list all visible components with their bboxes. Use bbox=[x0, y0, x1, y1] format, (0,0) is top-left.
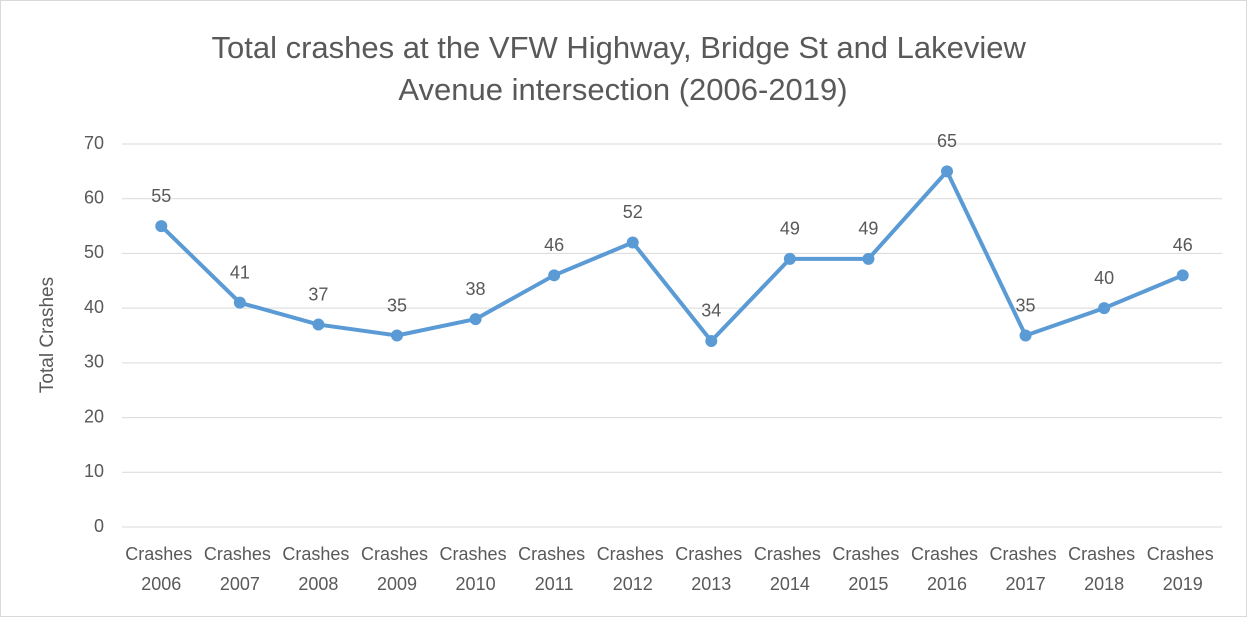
x-tick-label: Crashes 2015 bbox=[832, 544, 904, 594]
data-label: 46 bbox=[1173, 235, 1193, 255]
y-tick-label: 40 bbox=[84, 297, 104, 317]
y-axis-label: Total Crashes bbox=[37, 277, 58, 393]
data-label: 52 bbox=[623, 202, 643, 222]
marker bbox=[941, 165, 953, 178]
data-label: 65 bbox=[937, 131, 957, 151]
marker bbox=[783, 252, 796, 265]
y-tick-label: 60 bbox=[84, 187, 104, 207]
x-tick-label: Crashes 2008 bbox=[282, 544, 354, 594]
data-label: 49 bbox=[858, 219, 878, 239]
data-label: 46 bbox=[544, 235, 564, 255]
marker bbox=[862, 252, 875, 265]
x-tick-label: Crashes 2006 bbox=[125, 544, 197, 594]
x-tick-label: Crashes 2016 bbox=[911, 544, 983, 594]
y-tick-label: 70 bbox=[84, 133, 104, 153]
x-tick-label: Crashes 2013 bbox=[675, 544, 747, 594]
y-tick-label: 0 bbox=[94, 516, 104, 536]
data-label: 34 bbox=[701, 301, 721, 321]
line bbox=[159, 169, 1184, 343]
chart-title: Total crashes at the VFW Highway, Bridge… bbox=[211, 30, 1034, 107]
data-label: 49 bbox=[780, 219, 800, 239]
marker bbox=[469, 313, 482, 326]
y-tick-label: 50 bbox=[84, 242, 104, 262]
y-tick-label: 20 bbox=[84, 406, 104, 426]
data-label: 35 bbox=[387, 295, 407, 315]
data-label: 40 bbox=[1094, 268, 1114, 288]
marker bbox=[155, 220, 168, 233]
y-tick-label: 30 bbox=[84, 352, 104, 372]
data-label: 35 bbox=[1016, 295, 1036, 315]
x-tick-label: Crashes 2011 bbox=[518, 544, 590, 594]
x-tick-label: Crashes 2009 bbox=[361, 544, 433, 594]
marker bbox=[1176, 269, 1189, 282]
data-label: 41 bbox=[230, 262, 250, 282]
marker bbox=[233, 296, 246, 309]
marker bbox=[312, 318, 325, 331]
x-tick-label: Crashes 2018 bbox=[1068, 544, 1140, 594]
x-tick-label: Crashes 2007 bbox=[204, 544, 276, 594]
y-tick-label: 10 bbox=[84, 461, 104, 481]
x-tick-label: Crashes 2019 bbox=[1147, 544, 1219, 594]
x-tick-label: Crashes 2010 bbox=[440, 544, 512, 594]
data-label: 37 bbox=[308, 284, 328, 304]
marker bbox=[705, 334, 718, 347]
marker bbox=[626, 236, 639, 249]
marker bbox=[548, 269, 561, 282]
x-tick-label: Crashes 2012 bbox=[597, 544, 669, 594]
marker bbox=[391, 329, 403, 342]
marker bbox=[1098, 302, 1111, 315]
x-tick-label: Crashes 2014 bbox=[754, 544, 826, 594]
x-tick-label: Crashes 2017 bbox=[990, 544, 1062, 594]
data-label: 38 bbox=[466, 279, 486, 299]
marker bbox=[1019, 329, 1032, 342]
data-label: 55 bbox=[151, 186, 171, 206]
